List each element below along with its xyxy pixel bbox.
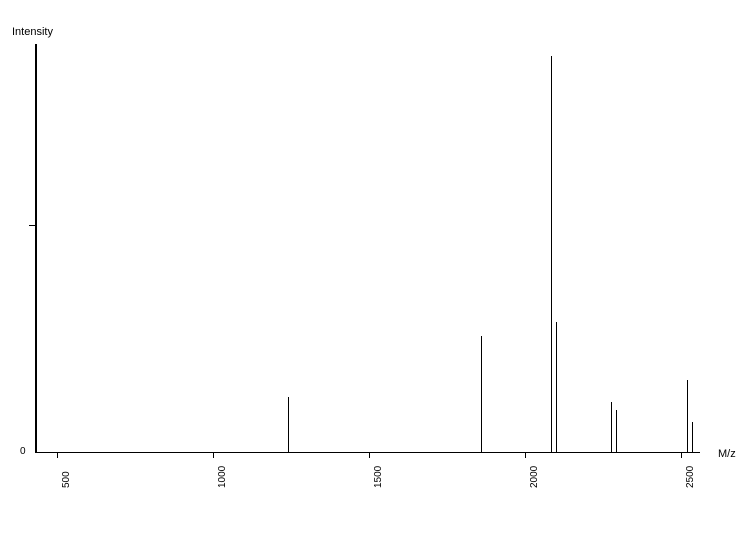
y-axis-midtick bbox=[29, 225, 35, 226]
spectrum-peak bbox=[556, 322, 557, 452]
x-axis-tick bbox=[213, 452, 214, 458]
x-axis-tick-label: 1500 bbox=[373, 466, 384, 488]
x-axis-line bbox=[35, 452, 700, 453]
x-axis-tick bbox=[681, 452, 682, 458]
y-axis-tick-0: 0 bbox=[20, 446, 26, 457]
x-axis-tick bbox=[525, 452, 526, 458]
spectrum-peak bbox=[687, 380, 688, 452]
spectrum-peak bbox=[692, 422, 693, 452]
spectrum-chart: Intensity M/z 0 500 1000 1500 2000 2500 bbox=[0, 0, 750, 540]
spectrum-peak bbox=[616, 410, 617, 452]
x-axis-tick bbox=[369, 452, 370, 458]
spectrum-peak bbox=[611, 402, 612, 452]
y-axis-label: Intensity bbox=[12, 26, 53, 38]
x-axis-tick-label: 500 bbox=[61, 471, 72, 488]
spectrum-peak bbox=[481, 336, 482, 452]
spectrum-peak bbox=[551, 56, 552, 452]
x-axis-tick-label: 2500 bbox=[685, 466, 696, 488]
spectrum-peak bbox=[36, 44, 37, 452]
spectrum-peak bbox=[288, 397, 289, 452]
x-axis-label: M/z bbox=[718, 448, 736, 460]
x-axis-tick-label: 1000 bbox=[217, 466, 228, 488]
x-axis-tick bbox=[57, 452, 58, 458]
x-axis-tick-label: 2000 bbox=[529, 466, 540, 488]
